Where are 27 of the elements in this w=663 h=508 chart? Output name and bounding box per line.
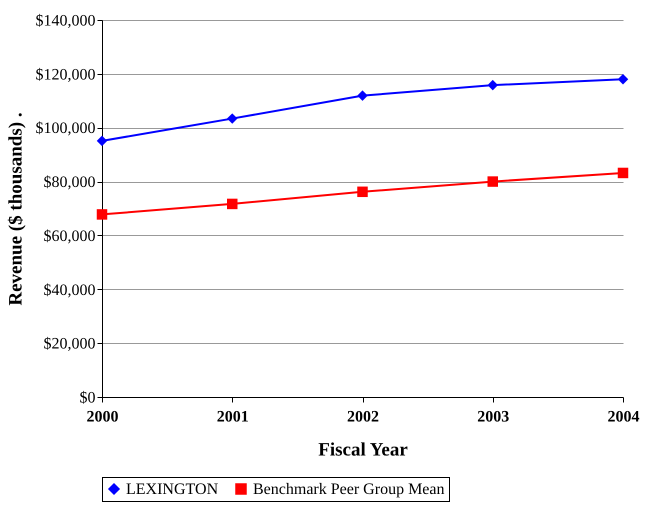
point bbox=[96, 209, 108, 220]
y-tick-label: $80,000 bbox=[44, 174, 96, 192]
x-tick-label: 2002 bbox=[347, 408, 379, 426]
y-tick-label: $100,000 bbox=[36, 120, 96, 138]
point bbox=[357, 90, 368, 101]
point bbox=[357, 186, 368, 198]
y-tick-label: $60,000 bbox=[44, 228, 96, 245]
legend-label: Benchmark Peer Group Mean bbox=[253, 481, 444, 498]
x-axis-title: Fiscal Year bbox=[318, 440, 408, 460]
x-tick-label: 2003 bbox=[477, 408, 510, 426]
legend-label: LEXINGTON bbox=[126, 481, 219, 498]
x-tick-label: 2000 bbox=[86, 408, 118, 426]
point bbox=[488, 176, 498, 187]
y-tick-label: $0 bbox=[80, 390, 96, 406]
point bbox=[618, 74, 628, 84]
point bbox=[618, 168, 628, 178]
point bbox=[96, 136, 108, 146]
y-tick-label: $20,000 bbox=[44, 336, 96, 353]
y-tick-label: $40,000 bbox=[44, 282, 96, 299]
point bbox=[227, 113, 238, 124]
y-axis-title: Revenue ($ thousands) . bbox=[6, 112, 26, 306]
y-tick-label: $120,000 bbox=[36, 66, 96, 84]
x-tick-label: 2004 bbox=[608, 408, 640, 426]
x-tick-label: 2001 bbox=[216, 408, 249, 426]
point bbox=[488, 80, 498, 90]
y-tick-label: $140,000 bbox=[36, 12, 96, 30]
point bbox=[227, 198, 238, 210]
